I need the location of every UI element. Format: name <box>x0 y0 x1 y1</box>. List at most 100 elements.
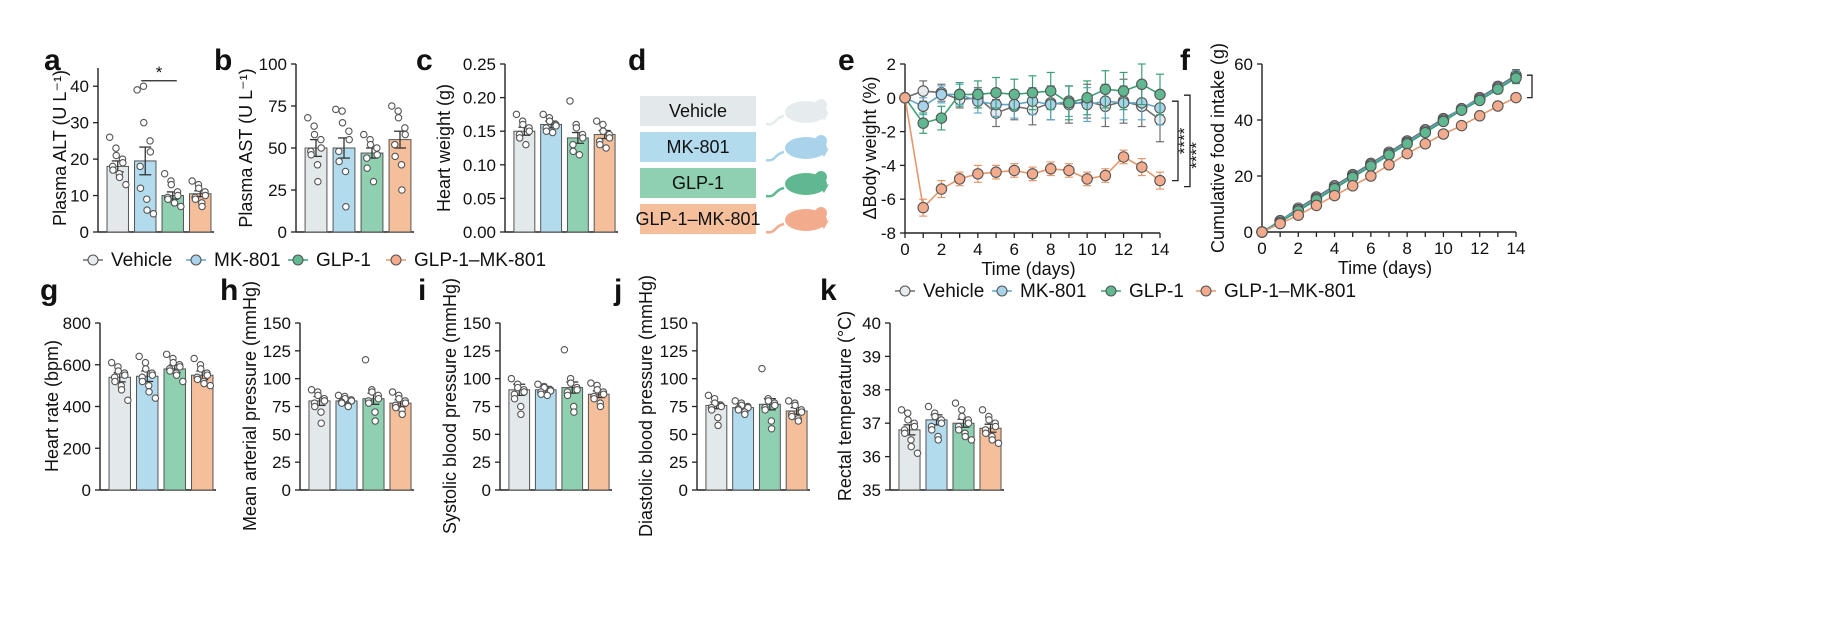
data-point <box>904 416 912 424</box>
bar-MK-801 <box>732 407 755 491</box>
data-point-GLP-1–MK-801 <box>1328 189 1341 202</box>
data-point <box>951 399 960 407</box>
data-point <box>599 127 607 135</box>
bar-GLP-1 <box>163 368 186 491</box>
data-point <box>563 391 572 400</box>
x-tick-label: 6 <box>1366 239 1375 258</box>
x-tick-label: 2 <box>1294 239 1303 258</box>
data-point <box>791 401 799 410</box>
y-tick-label: 0 <box>1244 223 1253 242</box>
panel-label-e: e <box>838 44 855 77</box>
data-point <box>332 105 340 114</box>
y-tick-label: 25 <box>669 453 688 472</box>
data-point <box>958 412 966 421</box>
y-tick-label: 0.25 <box>463 55 496 74</box>
data-point <box>982 429 990 437</box>
y-tick-label: 25 <box>272 453 291 472</box>
data-point <box>138 377 147 386</box>
y-tick-label: 0.20 <box>463 89 496 108</box>
data-point <box>338 119 347 127</box>
y-tick-label: 10 <box>70 187 89 206</box>
legend-marker-MK-801 <box>190 254 202 266</box>
legend-label-GLP-1: GLP-1 <box>316 250 371 271</box>
data-point <box>602 144 610 152</box>
data-point <box>335 157 343 166</box>
data-point <box>596 402 605 411</box>
data-point <box>734 406 743 414</box>
y-axis-label: Mean arterial pressure (mmHg) <box>240 281 260 531</box>
y-tick-label: -8 <box>881 224 896 243</box>
data-point <box>731 397 739 405</box>
data-point <box>369 177 378 186</box>
data-point <box>392 403 400 412</box>
data-point <box>135 352 143 361</box>
y-axis-label: Plasma AST (U L⁻¹) <box>236 68 256 227</box>
y-tick-label: 0 <box>82 481 91 500</box>
data-point-GLP-1–MK-801 <box>1473 110 1486 122</box>
data-point-GLP-1 <box>1044 85 1057 97</box>
data-point-GLP-1 <box>1081 92 1093 104</box>
y-tick-label: 75 <box>472 398 491 417</box>
y-tick-label: 125 <box>463 342 491 361</box>
bar-GLP-1–MK-801 <box>191 374 214 491</box>
data-point-GLP-1–MK-801 <box>1044 163 1057 175</box>
data-point <box>537 390 545 399</box>
data-point <box>368 388 376 396</box>
y-tick-label: 50 <box>268 139 287 158</box>
y-tick-label: 20 <box>70 150 89 169</box>
data-point <box>342 203 350 211</box>
data-point <box>374 394 383 403</box>
y-tick-label: 100 <box>463 370 491 389</box>
data-point <box>117 386 126 394</box>
x-tick-label: 4 <box>1330 239 1339 258</box>
data-point <box>371 417 379 425</box>
data-point <box>206 381 215 390</box>
data-point <box>964 419 973 427</box>
data-point <box>967 436 976 444</box>
data-point-GLP-1 <box>1419 126 1432 139</box>
y-tick-label: 75 <box>669 398 688 417</box>
panel-d: Vehicle MK-801 GLP-1 GLP-1–MK-801 <box>635 96 829 234</box>
data-point <box>994 439 1003 447</box>
y-tick-label: 0 <box>80 223 89 242</box>
data-point <box>195 184 203 193</box>
bar-MK-801 <box>540 123 563 233</box>
data-point <box>112 144 120 152</box>
data-point <box>177 202 185 211</box>
y-tick-label: 40 <box>70 77 89 96</box>
data-point-GLP-1–MK-801 <box>1510 91 1522 104</box>
data-point <box>398 186 406 194</box>
y-tick-label: 25 <box>268 181 287 200</box>
legend-label-Vehicle: Vehicle <box>111 250 172 271</box>
data-point <box>955 426 963 434</box>
data-point <box>579 134 587 142</box>
data-point-GLP-1 <box>990 86 1002 99</box>
bar-MK-801 <box>335 400 358 491</box>
data-point <box>166 367 174 375</box>
data-point <box>714 413 722 422</box>
data-point <box>188 177 196 185</box>
data-point <box>190 354 198 363</box>
data-point <box>151 394 160 402</box>
mouse-icon <box>765 207 829 234</box>
data-point <box>764 397 773 405</box>
y-tick-label: 0 <box>282 481 291 500</box>
y-tick-label: -2 <box>881 123 896 142</box>
data-point <box>115 173 124 182</box>
data-point <box>307 386 316 394</box>
data-point <box>924 402 933 411</box>
data-point-GLP-1 <box>1154 88 1166 101</box>
data-point <box>146 148 155 156</box>
data-point <box>363 164 371 172</box>
data-point <box>145 381 153 390</box>
data-point <box>320 397 329 405</box>
data-point <box>569 140 577 149</box>
data-point <box>338 399 346 407</box>
y-tick-label: 125 <box>263 342 291 361</box>
data-point <box>978 406 987 414</box>
data-point <box>136 162 144 171</box>
data-point <box>552 122 560 130</box>
